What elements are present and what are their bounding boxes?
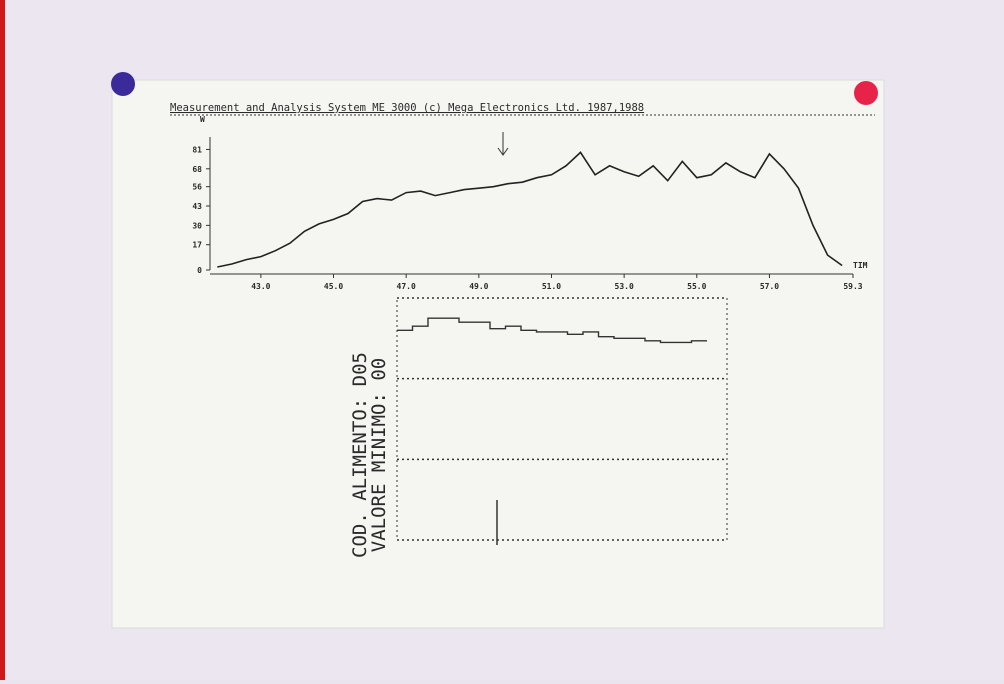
annotation-group: COD. ALIMENTO: D05 VALORE MINIMO: 00: [349, 352, 390, 558]
x-tick-label: 57.0: [760, 282, 779, 291]
y-tick-label: 30: [192, 221, 202, 230]
frame-edge: [0, 0, 5, 680]
photo: Measurement and Analysis System ME 3000 …: [0, 0, 1004, 680]
x-axis-label: TIM: [853, 261, 868, 270]
x-tick-label: 43.0: [251, 282, 270, 291]
pin-red: [854, 81, 878, 105]
header: Measurement and Analysis System ME 3000 …: [170, 102, 644, 114]
paper: [112, 80, 884, 628]
y-tick-label: 0: [197, 266, 202, 275]
x-tick-label: 53.0: [615, 282, 634, 291]
y-tick-label: 81: [192, 145, 202, 154]
pin-blue: [111, 72, 135, 96]
x-tick-label: 49.0: [469, 282, 488, 291]
y-tick-label: 43: [192, 202, 202, 211]
x-tick-label: 55.0: [687, 282, 706, 291]
x-tick-label: 47.0: [397, 282, 416, 291]
x-tick-label: 59.3: [843, 282, 862, 291]
y-tick-label: 17: [192, 241, 202, 250]
y-tick-label: 68: [192, 165, 202, 174]
y-tick-label: 56: [192, 183, 202, 192]
page: {"chart_data": [ {"type": "line", "title…: [0, 0, 1004, 680]
x-tick-label: 51.0: [542, 282, 561, 291]
x-tick-label: 45.0: [324, 282, 343, 291]
annotation: VALORE MINIMO: 00: [368, 358, 390, 552]
y-axis-label: W: [200, 115, 205, 124]
